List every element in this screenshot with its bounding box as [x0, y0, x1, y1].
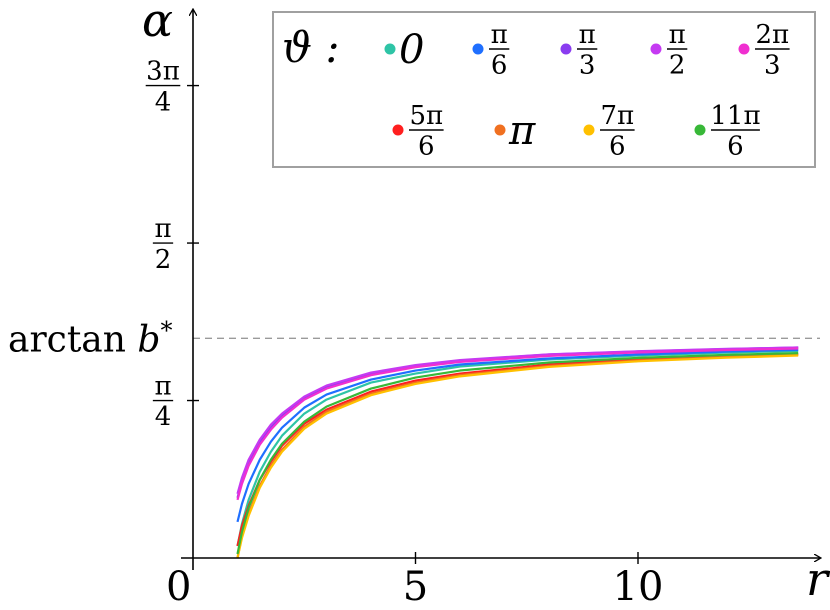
- y-tick-label-0-numerator: π: [154, 372, 171, 402]
- legend-label-4-numerator: 2π: [755, 20, 789, 50]
- legend-label-3: π2: [667, 20, 688, 81]
- y-tick-label-2: 3π4: [145, 57, 181, 117]
- series-line-7: [236, 354, 799, 559]
- x-axis-label: r: [806, 552, 830, 606]
- series-line-3: [236, 346, 799, 495]
- legend-label-1: π6: [489, 20, 510, 81]
- legend-marker-5: [392, 124, 404, 136]
- legend-label-1-denominator: 6: [491, 51, 508, 81]
- y-tick-label-2-denominator: 4: [155, 87, 172, 117]
- series-line-6: [236, 353, 799, 559]
- legend-label-2-denominator: 3: [579, 51, 596, 81]
- x-tick-label-0: 5: [403, 564, 428, 610]
- legend-marker-1: [472, 43, 484, 55]
- legend-title: ϑ :: [282, 23, 340, 72]
- legend-label-7-denominator: 6: [609, 132, 626, 162]
- legend-label-5-numerator: 5π: [409, 101, 443, 131]
- legend-entry-7: 7π6: [583, 101, 635, 162]
- legend-label-7-numerator: 7π: [600, 101, 634, 131]
- y-tick-label-1: π2: [152, 214, 174, 275]
- legend-label-3-denominator: 2: [669, 51, 686, 81]
- legend-marker-4: [738, 43, 750, 55]
- y-tick-label-1-denominator: 2: [155, 245, 172, 275]
- legend-entry-4: 2π3: [738, 20, 790, 81]
- legend-label-4: 2π3: [755, 20, 790, 81]
- y-axis-label: α: [142, 0, 173, 47]
- legend-label-5-denominator: 6: [418, 132, 435, 162]
- legend-entry-0: 0: [384, 27, 424, 73]
- legend-entry-5: 5π6: [392, 101, 444, 162]
- series-line-8: [236, 351, 799, 555]
- legend-label-8-numerator: 11π: [710, 101, 760, 131]
- asymptote-label: arctan b*: [8, 316, 172, 360]
- legend-label-4-denominator: 3: [764, 51, 781, 81]
- legend-entry-2: π3: [560, 20, 598, 81]
- series-line-1: [236, 348, 799, 523]
- legend-entry-6: π: [494, 108, 536, 154]
- y-tick-label-0: π4: [152, 372, 174, 432]
- legend-marker-7: [583, 124, 595, 136]
- legend-label-5: 5π6: [409, 101, 444, 162]
- legend-label-8-denominator: 6: [727, 132, 744, 162]
- legend-box: [272, 11, 816, 168]
- legend-label-2-numerator: π: [579, 20, 596, 50]
- legend-entry-1: π6: [472, 20, 510, 81]
- legend-label-7: 7π6: [600, 101, 635, 162]
- series-line-5: [236, 352, 799, 547]
- origin-label: 0: [166, 564, 191, 610]
- legend-marker-8: [694, 124, 706, 136]
- legend-entry-3: π2: [650, 20, 688, 81]
- legend-label-0: 0: [399, 27, 424, 73]
- legend-marker-0: [384, 43, 396, 55]
- legend-label-2: π3: [577, 20, 598, 81]
- legend-label-3-numerator: π: [669, 20, 686, 50]
- y-tick-label-1-numerator: π: [154, 214, 171, 244]
- y-tick-label-2-numerator: 3π: [146, 57, 180, 87]
- series-line-4: [236, 347, 799, 501]
- legend-marker-2: [560, 43, 572, 55]
- legend-marker-6: [494, 124, 506, 136]
- legend-label-6: π: [508, 108, 536, 154]
- series-line-0: [236, 349, 799, 547]
- y-tick-label-0-denominator: 4: [155, 402, 172, 432]
- x-tick-label-1: 10: [613, 564, 664, 610]
- legend-marker-3: [650, 43, 662, 55]
- legend-label-1-numerator: π: [491, 20, 508, 50]
